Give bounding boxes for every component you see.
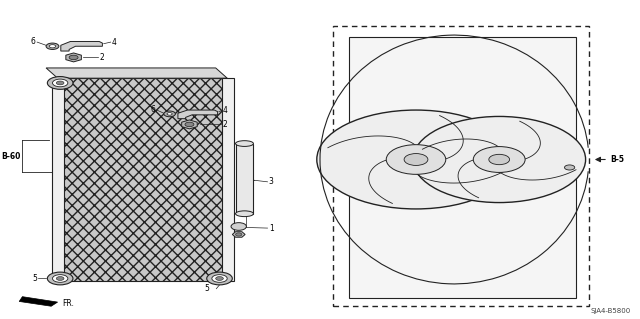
Text: 6: 6 xyxy=(31,37,36,46)
Circle shape xyxy=(164,111,175,117)
Circle shape xyxy=(49,45,56,48)
Polygon shape xyxy=(46,68,227,78)
Text: 5: 5 xyxy=(205,284,210,293)
Circle shape xyxy=(47,77,73,89)
Text: 1: 1 xyxy=(269,224,273,233)
Polygon shape xyxy=(19,297,58,306)
Circle shape xyxy=(56,81,64,85)
Circle shape xyxy=(474,147,525,172)
Circle shape xyxy=(216,277,223,280)
Polygon shape xyxy=(58,78,227,281)
Text: 4: 4 xyxy=(223,106,228,115)
Circle shape xyxy=(46,43,59,49)
Circle shape xyxy=(167,113,172,115)
Circle shape xyxy=(317,110,515,209)
Circle shape xyxy=(231,223,246,230)
Polygon shape xyxy=(66,53,81,62)
Text: 4: 4 xyxy=(112,38,117,47)
Circle shape xyxy=(404,153,428,166)
Polygon shape xyxy=(61,41,102,51)
Circle shape xyxy=(564,165,575,170)
Circle shape xyxy=(47,272,73,285)
Circle shape xyxy=(212,275,227,282)
Text: 3: 3 xyxy=(269,177,274,186)
Circle shape xyxy=(52,275,68,282)
Circle shape xyxy=(489,154,509,165)
Circle shape xyxy=(185,122,194,127)
Bar xyxy=(222,78,234,281)
Polygon shape xyxy=(232,232,245,237)
Circle shape xyxy=(387,145,445,174)
Text: 2: 2 xyxy=(99,53,104,62)
Text: B-60: B-60 xyxy=(1,152,20,161)
Text: 2: 2 xyxy=(223,120,227,129)
Circle shape xyxy=(236,233,242,236)
Text: 5: 5 xyxy=(32,274,37,283)
Circle shape xyxy=(69,55,78,60)
Text: 6: 6 xyxy=(150,105,156,114)
Bar xyxy=(52,78,64,281)
Text: FR.: FR. xyxy=(63,299,75,308)
Polygon shape xyxy=(182,120,197,129)
Circle shape xyxy=(56,277,64,280)
Circle shape xyxy=(413,116,586,203)
Circle shape xyxy=(207,272,232,285)
Bar xyxy=(236,144,253,214)
Bar xyxy=(333,26,589,306)
Ellipse shape xyxy=(236,211,253,217)
Text: B-5: B-5 xyxy=(610,155,624,164)
Ellipse shape xyxy=(236,141,253,146)
Polygon shape xyxy=(178,110,218,119)
Bar xyxy=(349,37,576,298)
Circle shape xyxy=(52,79,68,87)
Text: SJA4-B5800: SJA4-B5800 xyxy=(590,308,630,314)
